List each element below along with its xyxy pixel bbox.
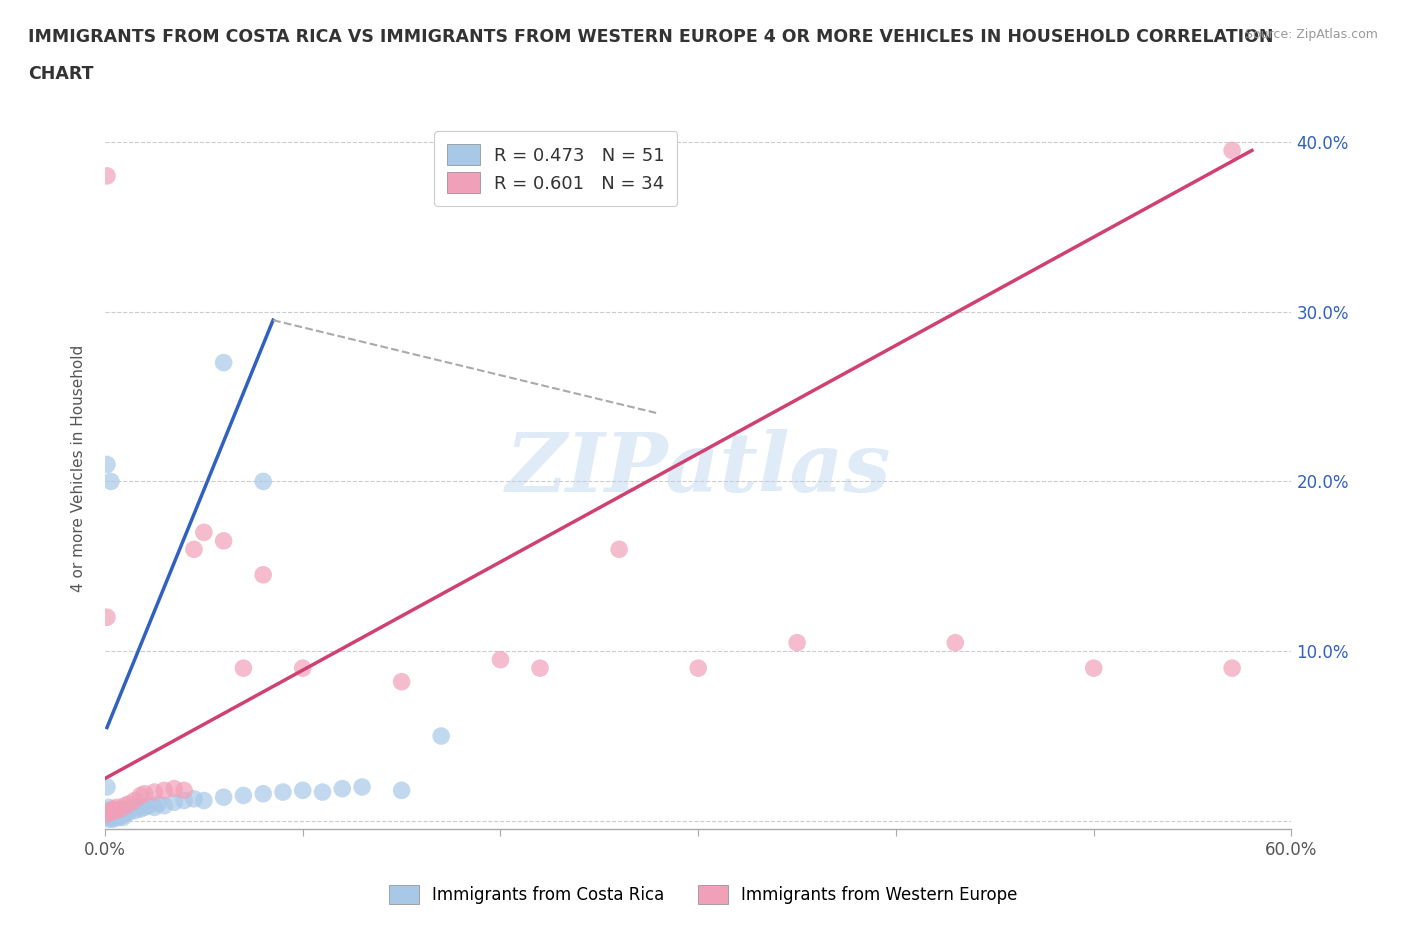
Point — [114, 806, 136, 821]
Point — [108, 810, 131, 825]
Point — [105, 808, 128, 823]
Point — [124, 793, 146, 808]
Point — [101, 812, 124, 827]
Point — [134, 786, 156, 801]
Point — [97, 804, 120, 818]
Point — [96, 808, 118, 823]
Point — [96, 168, 118, 183]
Text: IMMIGRANTS FROM COSTA RICA VS IMMIGRANTS FROM WESTERN EUROPE 4 OR MORE VEHICLES : IMMIGRANTS FROM COSTA RICA VS IMMIGRANTS… — [28, 28, 1274, 46]
Point — [124, 804, 146, 818]
Point — [232, 788, 254, 803]
Point — [96, 806, 118, 821]
Point — [1220, 143, 1243, 158]
Point — [96, 457, 118, 472]
Point — [97, 804, 120, 818]
Point — [100, 805, 122, 820]
Point — [330, 781, 353, 796]
Point — [143, 800, 166, 815]
Text: ZIPatlas: ZIPatlas — [506, 429, 891, 509]
Point — [100, 474, 122, 489]
Point — [252, 786, 274, 801]
Point — [193, 793, 215, 808]
Point — [134, 800, 156, 815]
Point — [120, 802, 142, 817]
Point — [148, 796, 170, 811]
Point — [100, 810, 122, 825]
Point — [129, 802, 152, 817]
Point — [97, 812, 120, 827]
Point — [105, 800, 128, 815]
Legend: Immigrants from Costa Rica, Immigrants from Western Europe: Immigrants from Costa Rica, Immigrants f… — [381, 876, 1025, 912]
Point — [1083, 660, 1105, 675]
Point — [193, 525, 215, 539]
Point — [391, 674, 413, 689]
Point — [108, 806, 131, 821]
Point — [252, 474, 274, 489]
Text: CHART: CHART — [28, 65, 94, 83]
Point — [183, 542, 205, 557]
Point — [105, 805, 128, 820]
Point — [104, 810, 127, 825]
Point — [252, 567, 274, 582]
Point — [607, 542, 630, 557]
Point — [153, 783, 176, 798]
Point — [96, 805, 118, 820]
Point — [183, 791, 205, 806]
Point — [96, 810, 118, 825]
Point — [104, 804, 127, 818]
Point — [101, 805, 124, 820]
Point — [212, 534, 235, 549]
Point — [212, 355, 235, 370]
Y-axis label: 4 or more Vehicles in Household: 4 or more Vehicles in Household — [72, 345, 86, 592]
Point — [352, 779, 374, 794]
Text: Source: ZipAtlas.com: Source: ZipAtlas.com — [1244, 28, 1378, 41]
Point — [114, 798, 136, 813]
Point — [97, 806, 120, 821]
Point — [111, 810, 134, 825]
Point — [529, 660, 551, 675]
Point — [391, 783, 413, 798]
Point — [430, 728, 453, 743]
Point — [101, 802, 124, 817]
Point — [110, 808, 132, 823]
Point — [291, 783, 314, 798]
Point — [110, 804, 132, 818]
Point — [212, 790, 235, 804]
Point — [100, 808, 122, 823]
Legend: R = 0.473   N = 51, R = 0.601   N = 34: R = 0.473 N = 51, R = 0.601 N = 34 — [434, 131, 678, 206]
Point — [96, 779, 118, 794]
Point — [153, 798, 176, 813]
Point — [114, 804, 136, 818]
Point — [129, 788, 152, 803]
Point — [232, 660, 254, 675]
Point — [943, 635, 966, 650]
Point — [489, 652, 512, 667]
Point — [143, 785, 166, 800]
Point — [271, 785, 294, 800]
Point — [118, 805, 141, 820]
Point — [118, 796, 141, 811]
Point — [291, 660, 314, 675]
Point — [786, 635, 808, 650]
Point — [311, 785, 333, 800]
Point — [688, 660, 710, 675]
Point — [110, 802, 132, 817]
Point — [96, 610, 118, 625]
Point — [173, 793, 195, 808]
Point — [97, 800, 120, 815]
Point — [163, 781, 186, 796]
Point — [1220, 660, 1243, 675]
Point — [163, 795, 186, 810]
Point — [125, 800, 148, 815]
Point — [138, 798, 160, 813]
Point — [104, 806, 127, 821]
Point — [173, 783, 195, 798]
